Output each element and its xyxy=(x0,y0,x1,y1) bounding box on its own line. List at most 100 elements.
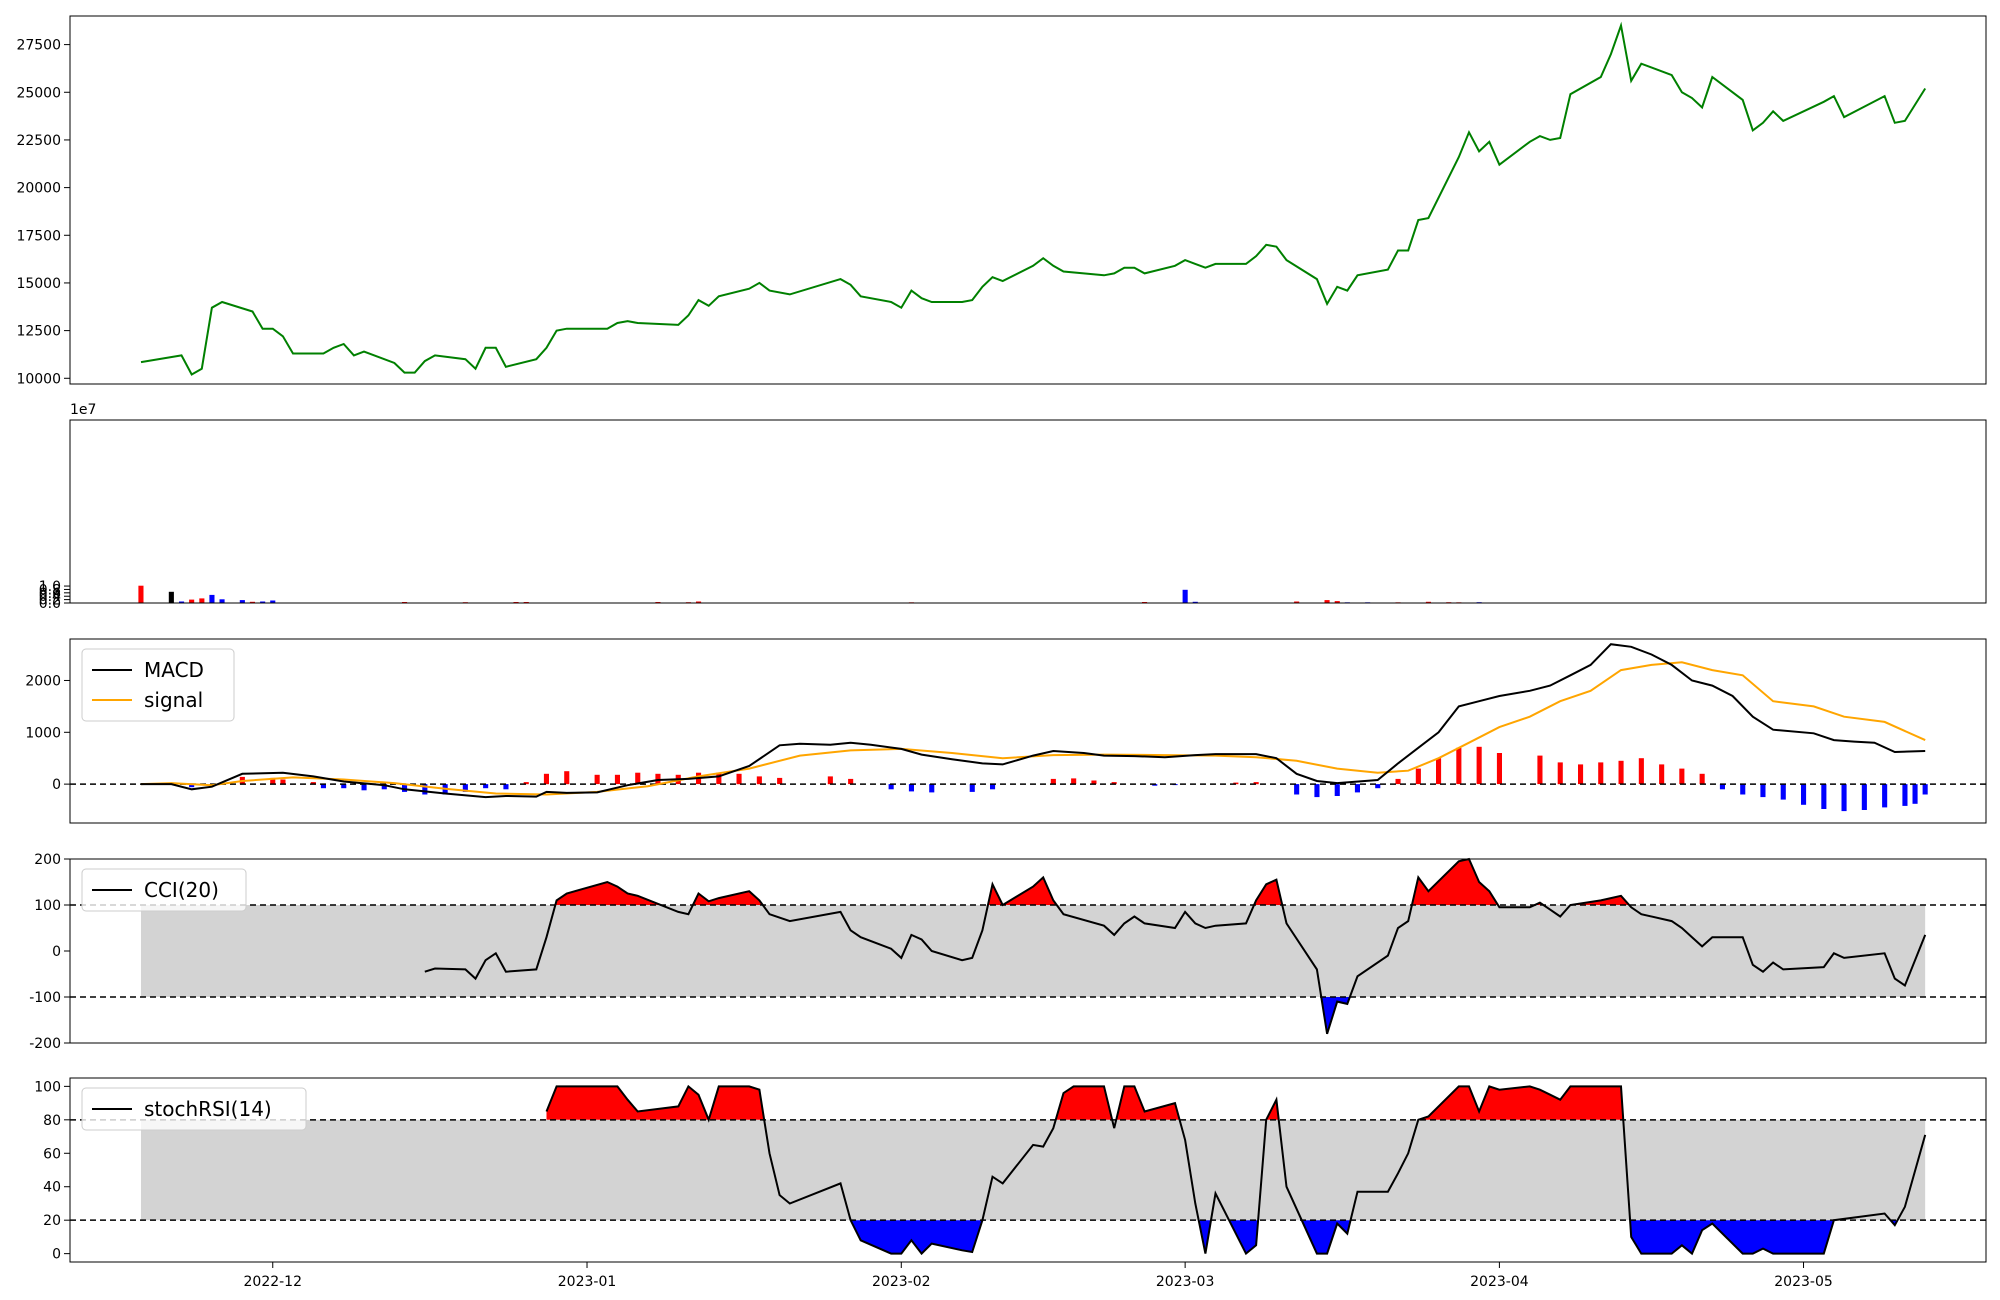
volume-ytick-label: 0.4 xyxy=(39,589,61,605)
macd-histogram-bar xyxy=(543,773,549,785)
cci-legend-label: CCI(20) xyxy=(144,878,219,902)
stochrsi-panel: 0 20 40 60 80 100 stochRSI(14) xyxy=(34,1077,1987,1263)
volume-bar xyxy=(1294,601,1300,603)
macd-histogram-bar xyxy=(341,784,347,789)
volume-bar xyxy=(189,599,195,603)
volume-offset-label: 1e7 xyxy=(70,402,96,418)
stochrsi-ytick-label: 20 xyxy=(43,1213,61,1229)
macd-histogram-bar xyxy=(320,784,326,789)
macd-histogram-bar xyxy=(1354,784,1360,793)
macd-histogram-bar xyxy=(1719,784,1725,790)
macd-histogram-bar xyxy=(848,778,854,785)
macd-histogram-bar xyxy=(270,777,276,785)
macd-histogram-bar xyxy=(1760,784,1766,798)
macd-histogram-bar xyxy=(1091,780,1097,785)
macd-histogram-bar xyxy=(1294,784,1300,795)
stochrsi-neutral-band xyxy=(140,1119,1926,1221)
xtick-label: 2023-04 xyxy=(1470,1274,1529,1290)
volume-frame xyxy=(69,419,1987,604)
price-line xyxy=(140,21,1927,376)
cci-ytick-label: 0 xyxy=(52,944,61,960)
price-panel: 10000 12500 15000 17500 20000 22500 25000 27500 xyxy=(16,15,1987,387)
macd-histogram-bar xyxy=(1334,784,1340,796)
macd-histogram-bar xyxy=(1578,764,1584,785)
macd-histogram-bar xyxy=(1476,746,1482,785)
cci-frame xyxy=(69,858,1987,1044)
price-ytick-label: 27500 xyxy=(16,38,61,54)
volume-bar xyxy=(219,599,225,603)
macd-histogram-bar xyxy=(1912,784,1918,804)
macd-histogram-bar xyxy=(1050,778,1056,785)
volume-panel: 0.00.20.40.60.81.0 1e7 xyxy=(39,402,1987,612)
macd-ytick-label: 0 xyxy=(52,777,61,793)
cci-legend xyxy=(81,868,247,912)
stochrsi-oversold-fill xyxy=(1198,1220,1211,1254)
macd-histogram-bar xyxy=(422,784,428,795)
stochrsi-ytick-label: 40 xyxy=(43,1180,61,1196)
macd-legend-label: signal xyxy=(144,688,203,712)
macd-histogram-bar xyxy=(1740,784,1746,795)
macd-histogram-bar xyxy=(1111,782,1117,785)
cci-ytick-label: -100 xyxy=(29,990,61,1006)
volume-ytick-label: 0.2 xyxy=(39,593,61,609)
price-frame xyxy=(69,15,1987,385)
macd-histogram-bar xyxy=(1456,747,1462,785)
macd-histogram-bar xyxy=(523,782,529,785)
macd-ytick-label: 2000 xyxy=(25,673,61,689)
macd-histogram-bar xyxy=(756,776,762,785)
volume-bar xyxy=(1182,589,1188,603)
macd-histogram-bar xyxy=(483,784,489,789)
cci-ytick-label: 200 xyxy=(34,852,61,868)
macd-histogram-bar xyxy=(1395,778,1401,785)
volume-bar xyxy=(249,601,255,603)
macd-histogram-bar xyxy=(280,779,286,785)
xtick-label: 2023-02 xyxy=(872,1274,931,1290)
macd-histogram-bar xyxy=(1902,784,1908,806)
macd-histogram-bar xyxy=(564,771,570,785)
macd-histogram-bar xyxy=(908,784,914,792)
stochrsi-line xyxy=(545,1084,1927,1256)
macd-histogram-bar xyxy=(1496,753,1502,785)
price-ytick-label: 20000 xyxy=(16,181,61,197)
volume-ytick-label: 1.0 xyxy=(39,579,61,595)
macd-histogram-bar xyxy=(1659,764,1665,785)
cci-ytick-label: 100 xyxy=(34,898,61,914)
macd-histogram-bar xyxy=(1375,784,1381,789)
macd-histogram-bar xyxy=(361,784,367,791)
stochrsi-legend xyxy=(81,1087,307,1131)
volume-bar xyxy=(239,600,245,603)
macd-histogram-bar xyxy=(888,784,894,790)
macd-histogram-bar xyxy=(594,774,600,785)
stochrsi-overbought-fill xyxy=(1055,1086,1113,1120)
macd-histogram-bar xyxy=(635,772,641,785)
cci-overbought-fill xyxy=(988,877,1057,905)
stochrsi-frame xyxy=(69,1077,1987,1263)
macd-histogram-bar xyxy=(655,773,661,785)
cci-overbought-fill xyxy=(555,882,661,905)
stochrsi-oversold-fill xyxy=(1630,1220,1834,1254)
macd-histogram-bar xyxy=(310,782,316,785)
cci-overbought-fill xyxy=(1411,859,1498,905)
macd-histogram-bar xyxy=(1922,784,1928,795)
price-ytick-label: 17500 xyxy=(16,228,61,244)
macd-histogram-bar xyxy=(402,784,408,792)
volume-bar xyxy=(179,601,185,603)
macd-histogram-bar xyxy=(777,777,783,785)
xtick-label: 2023-03 xyxy=(1156,1274,1215,1290)
price-ytick-label: 22500 xyxy=(16,133,61,149)
volume-ytick-label: 0.6 xyxy=(39,586,61,602)
macd-frame xyxy=(69,638,1987,824)
macd-histogram-bar xyxy=(503,784,509,790)
volume-bar xyxy=(1324,600,1330,603)
cci-ytick-label: -200 xyxy=(29,1036,61,1052)
macd-histogram-bar xyxy=(736,773,742,785)
macd-histogram-bar xyxy=(1071,778,1077,785)
xtick-label: 2023-01 xyxy=(558,1274,617,1290)
xtick-label: 2023-05 xyxy=(1774,1274,1833,1290)
macd-legend-label: MACD xyxy=(144,658,204,682)
date-axis: 2022-12 2023-01 2023-02 2023-03 2023-04 2023-… xyxy=(244,1262,1833,1290)
volume-bar xyxy=(270,600,276,603)
volume-ytick-label: 0.8 xyxy=(39,582,61,598)
cci-overbought-fill xyxy=(1254,879,1283,905)
